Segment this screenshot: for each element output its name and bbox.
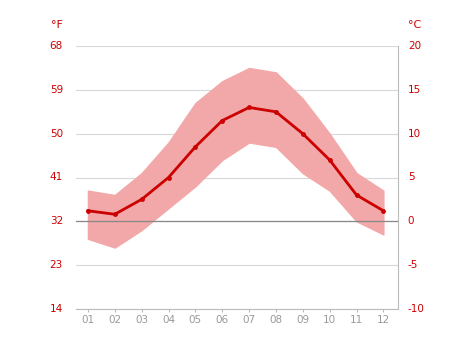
Text: 59: 59 xyxy=(50,85,63,95)
Text: °F: °F xyxy=(51,20,63,31)
Text: °C: °C xyxy=(408,20,421,31)
Text: 41: 41 xyxy=(50,173,63,182)
Text: 23: 23 xyxy=(50,260,63,270)
Text: 50: 50 xyxy=(50,129,63,139)
Text: 5: 5 xyxy=(408,173,414,182)
Text: 14: 14 xyxy=(50,304,63,314)
Text: 32: 32 xyxy=(50,216,63,226)
Text: -5: -5 xyxy=(408,260,418,270)
Text: 0: 0 xyxy=(408,216,414,226)
Text: 20: 20 xyxy=(408,41,421,51)
Text: -10: -10 xyxy=(408,304,425,314)
Text: 68: 68 xyxy=(50,41,63,51)
Text: 15: 15 xyxy=(408,85,421,95)
Text: 10: 10 xyxy=(408,129,421,139)
